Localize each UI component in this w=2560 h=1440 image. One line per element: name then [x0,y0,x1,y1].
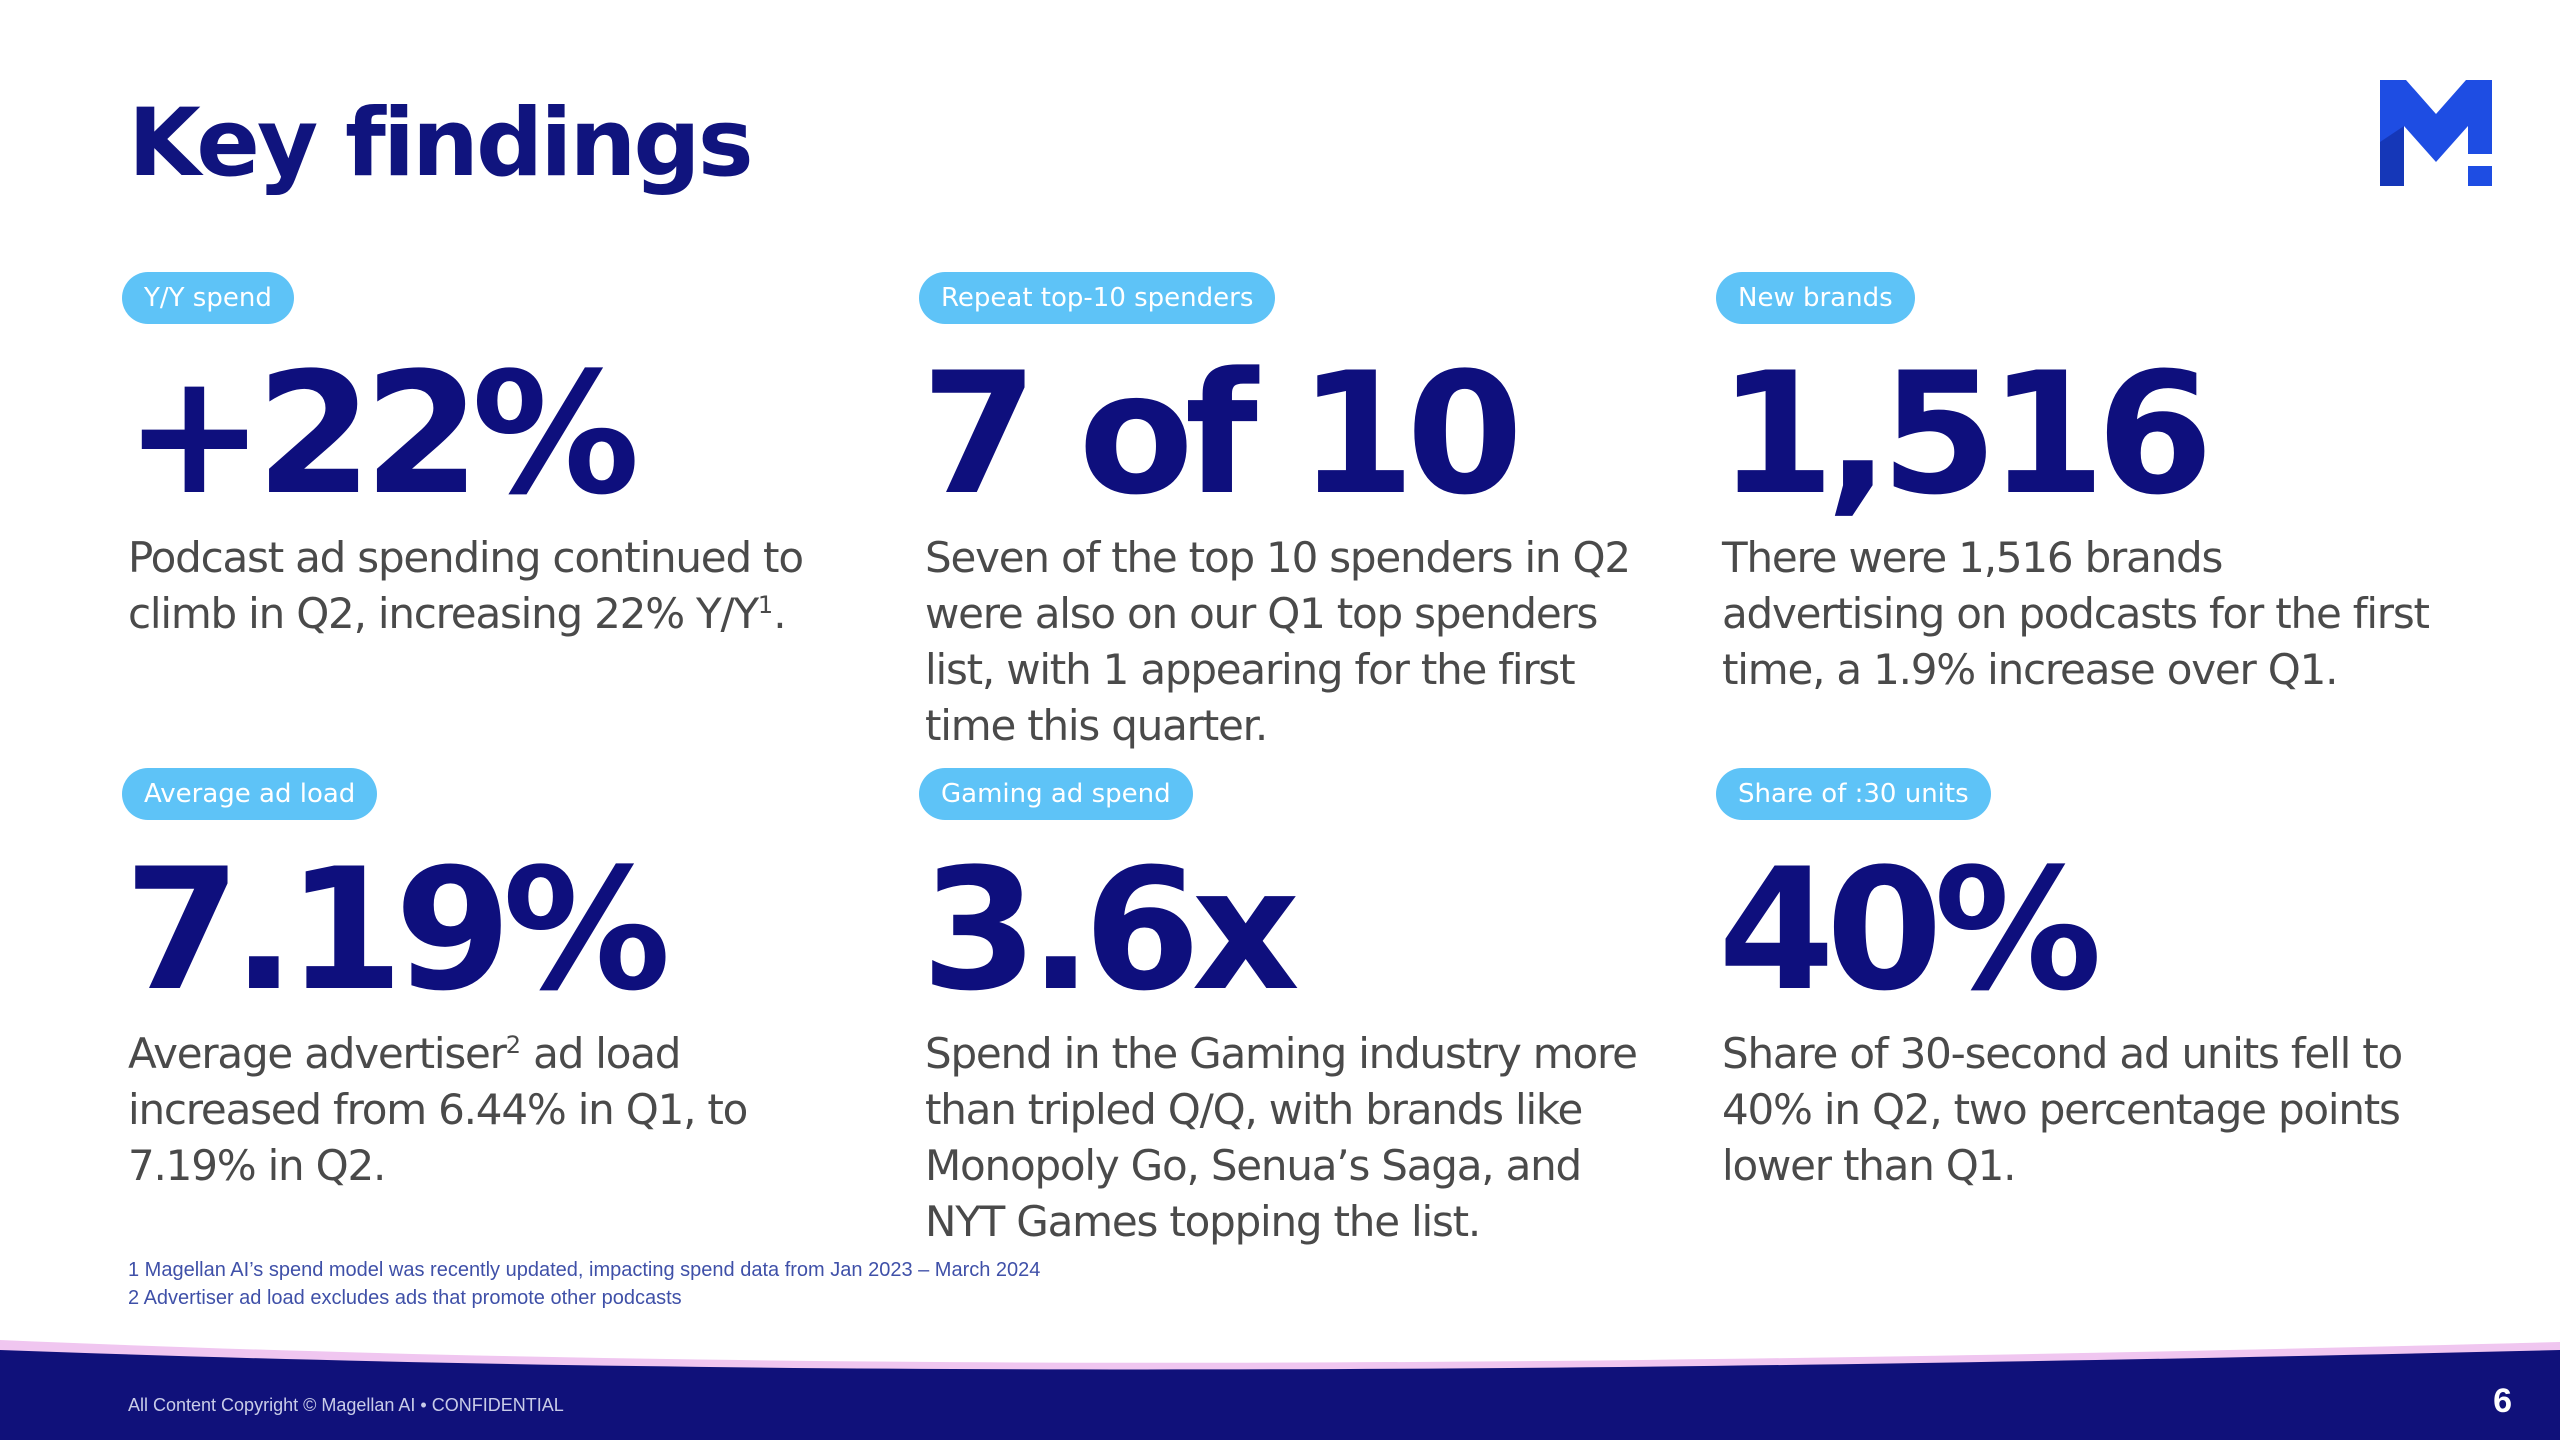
footer-wave-band [0,1340,2560,1440]
card-description: Average advertiser2 ad load increased fr… [128,1029,748,1190]
card-stat: 40% [1718,832,2102,1028]
card-yy-spend: Y/Y spend +22% Podcast ad spending conti… [122,272,848,642]
card-tag: Y/Y spend [122,272,294,324]
card-new-brands: New brands 1,516 There were 1,516 brands… [1716,272,2442,698]
card-description: Share of 30-second ad units fell to 40% … [1722,1029,2403,1190]
card-description: Seven of the top 10 spenders in Q2 were … [925,533,1631,750]
card-repeat-top-spenders: Repeat top-10 spenders 7 of 10 Seven of … [919,272,1645,754]
card-description: Spend in the Gaming industry more than t… [925,1029,1638,1246]
card-tag: Share of :30 units [1716,768,1991,820]
page-number: 6 [2493,1382,2512,1420]
card-description: There were 1,516 brands advertising on p… [1722,533,2430,694]
card-stat: 7 of 10 [921,336,1523,532]
footnote-2: 2 Advertiser ad load excludes ads that p… [128,1287,682,1309]
card-gaming-ad-spend: Gaming ad spend 3.6x Spend in the Gaming… [919,768,1645,1250]
card-stat: +22% [124,336,640,532]
card-tag: Repeat top-10 spenders [919,272,1276,324]
card-stat: 1,516 [1718,336,2213,532]
card-description: Podcast ad spending continued to climb i… [128,533,804,638]
card-stat: 3.6x [921,832,1300,1028]
footnote-1: 1 Magellan AI’s spend model was recently… [128,1259,1041,1281]
magellan-m-logo-icon [2380,80,2492,186]
card-tag: Average ad load [122,768,378,820]
card-tag: New brands [1716,272,1915,324]
page-title: Key findings [128,89,754,198]
card-average-ad-load: Average ad load 7.19% Average advertiser… [122,768,848,1194]
card-share-of-30-units: Share of :30 units 40% Share of 30-secon… [1716,768,2442,1194]
footnotes: 1 Magellan AI’s spend model was recently… [128,1256,1040,1312]
card-tag: Gaming ad spend [919,768,1193,820]
card-stat: 7.19% [124,832,671,1028]
footer-copyright: All Content Copyright © Magellan AI • CO… [128,1395,564,1415]
